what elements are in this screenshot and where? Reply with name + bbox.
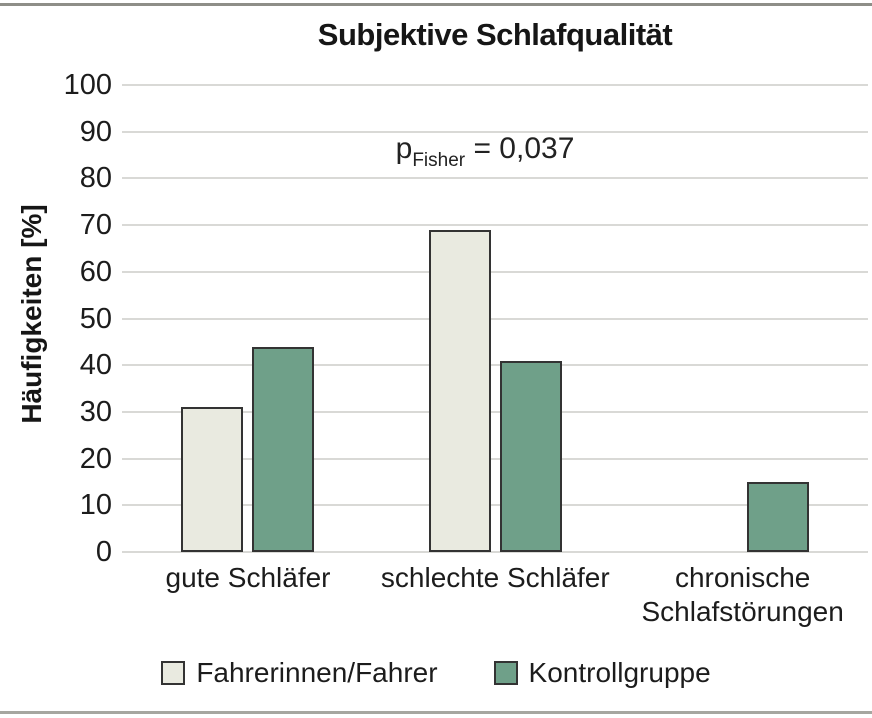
bar-kontrollgruppe-chronische-schlafstorungen [746, 481, 809, 552]
legend-item-kontrollgruppe: Kontrollgruppe [493, 657, 711, 689]
bar-kontrollgruppe-gute-schlafer [252, 346, 315, 552]
y-tick-label-40: 40 [79, 349, 112, 382]
y-tick-label-20: 20 [79, 442, 112, 475]
y-tick-label-100: 100 [63, 69, 112, 101]
y-tick-label-10: 10 [79, 489, 112, 522]
gridline-70 [122, 224, 868, 227]
gridline-30 [122, 410, 868, 413]
p-subscript: Fisher [412, 150, 466, 171]
y-tick-label-30: 30 [79, 395, 112, 428]
p-symbol: p [395, 132, 413, 165]
p-value-text: = 0,037 [465, 132, 575, 165]
p-value-annotation: pFisher = 0,037 [114, 132, 856, 171]
bar-fahrerinnen-fahrer-gute-schlafer [181, 407, 244, 552]
legend-label-kontrollgruppe: Kontrollgruppe [528, 657, 711, 688]
legend-swatch-kontrollgruppe [493, 661, 518, 685]
chart-title: Subjektive Schlafqualität [317, 17, 673, 52]
x-tick-label-gute-schlafer: gute Schläfer [165, 562, 331, 593]
gridline-40 [122, 364, 868, 367]
gridline-10 [122, 504, 868, 507]
top-border-rule [0, 3, 872, 6]
y-tick-label-70: 70 [79, 209, 112, 242]
legend-label-fahrerinnen-fahrer: Fahrerinnen/Fahrer [196, 657, 438, 688]
gridline-80 [122, 177, 868, 180]
y-tick-label-90: 90 [79, 115, 112, 148]
y-axis-ticks: 0 10 20 30 40 50 60 70 80 90 100 [0, 0, 112, 718]
legend: Fahrerinnen/Fahrer Kontrollgruppe [0, 657, 872, 689]
y-tick-label-0: 0 [95, 536, 112, 568]
legend-swatch-fahrerinnen-fahrer [161, 661, 186, 685]
bar-fahrerinnen-fahrer-schlechte-schlafer [428, 229, 491, 552]
plot-area [122, 84, 868, 553]
bar-kontrollgruppe-schlechte-schlafer [499, 360, 562, 552]
bottom-border-rule [0, 711, 872, 714]
gridline-100 [122, 84, 868, 86]
gridline-60 [122, 270, 868, 273]
legend-item-fahrerinnen-fahrer: Fahrerinnen/Fahrer [161, 657, 438, 689]
gridline-20 [122, 457, 868, 460]
x-tick-label-chronische-schlafstorungen: chronische Schlafstörungen [641, 562, 844, 627]
y-tick-label-60: 60 [79, 255, 112, 288]
gridline-90 [122, 130, 868, 133]
y-tick-label-80: 80 [79, 162, 112, 195]
y-tick-label-50: 50 [79, 302, 112, 335]
gridline-50 [122, 317, 868, 320]
gridline-0 [122, 551, 868, 553]
x-tick-label-schlechte-schlafer: schlechte Schläfer [380, 562, 610, 593]
